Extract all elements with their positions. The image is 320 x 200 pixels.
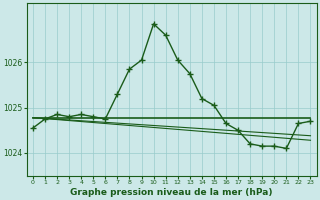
X-axis label: Graphe pression niveau de la mer (hPa): Graphe pression niveau de la mer (hPa) <box>70 188 273 197</box>
